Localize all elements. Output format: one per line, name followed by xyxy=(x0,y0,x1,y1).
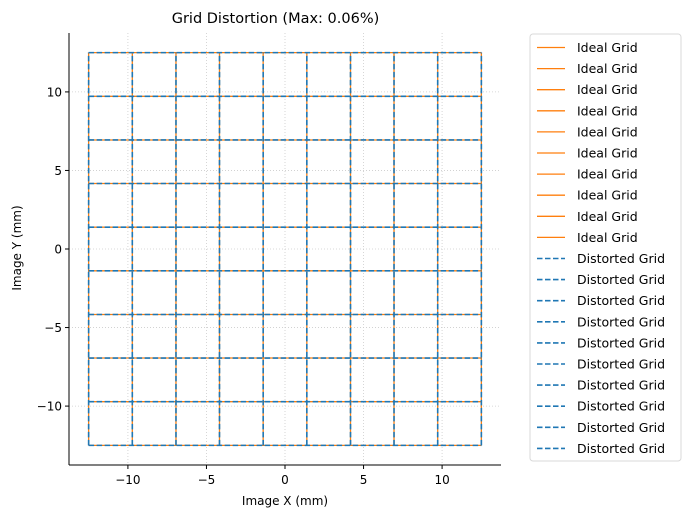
chart-title: Grid Distortion (Max: 0.06%) xyxy=(172,11,380,27)
legend-label: Ideal Grid xyxy=(577,103,638,118)
legend-box xyxy=(529,33,682,462)
x-axis-label: Image X (mm) xyxy=(242,494,328,508)
legend: Ideal Grid Ideal Grid Ideal Grid Ideal Grid… xyxy=(529,33,682,462)
y-tick-label: 10 xyxy=(47,85,62,99)
legend-label: Distorted Grid xyxy=(577,441,665,456)
x-tick-label: 5 xyxy=(360,473,368,487)
legend-label: Ideal Grid xyxy=(577,61,638,76)
legend-label: Distorted Grid xyxy=(577,293,665,308)
y-axis-ticks: −10 −5 0 5 10 xyxy=(37,85,69,414)
y-tick-label: −10 xyxy=(37,400,62,414)
x-tick-label: −5 xyxy=(198,473,216,487)
legend-label: Distorted Grid xyxy=(577,378,665,393)
y-axis-label: Image Y (mm) xyxy=(10,205,24,290)
x-tick-label: 0 xyxy=(281,473,289,487)
legend-label: Ideal Grid xyxy=(577,167,638,182)
x-axis-ticks: −10 −5 0 5 10 xyxy=(115,465,450,487)
legend-label: Distorted Grid xyxy=(577,357,665,372)
legend-label: Ideal Grid xyxy=(577,209,638,224)
legend-label: Distorted Grid xyxy=(577,335,665,350)
legend-label: Ideal Grid xyxy=(577,230,638,245)
legend-label: Ideal Grid xyxy=(577,188,638,203)
legend-label: Ideal Grid xyxy=(577,40,638,55)
legend-label: Ideal Grid xyxy=(577,124,638,139)
y-tick-label: 0 xyxy=(54,243,62,257)
legend-label: Distorted Grid xyxy=(577,399,665,414)
x-tick-label: 10 xyxy=(434,473,449,487)
x-tick-label: −10 xyxy=(115,473,140,487)
legend-label: Distorted Grid xyxy=(577,272,665,287)
background-gridlines xyxy=(69,33,501,465)
legend-label: Distorted Grid xyxy=(577,251,665,266)
legend-label: Distorted Grid xyxy=(577,420,665,435)
legend-label: Distorted Grid xyxy=(577,314,665,329)
legend-label: Ideal Grid xyxy=(577,146,638,161)
legend-label: Ideal Grid xyxy=(577,82,638,97)
y-tick-label: −5 xyxy=(44,321,62,335)
distorted-grid-series xyxy=(87,51,483,447)
y-tick-label: 5 xyxy=(54,164,62,178)
